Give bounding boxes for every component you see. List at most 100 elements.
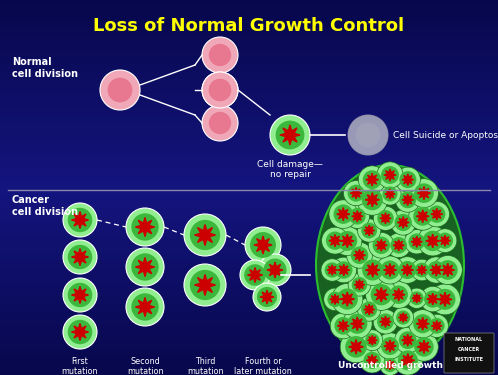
Circle shape [329, 200, 358, 228]
Circle shape [404, 230, 429, 254]
Polygon shape [354, 249, 366, 261]
Circle shape [414, 262, 429, 278]
Circle shape [395, 187, 420, 212]
Circle shape [131, 213, 159, 241]
Circle shape [377, 314, 394, 330]
Circle shape [386, 233, 411, 258]
Circle shape [347, 242, 373, 268]
Circle shape [428, 206, 445, 223]
Polygon shape [417, 265, 427, 275]
Circle shape [108, 78, 132, 102]
Circle shape [362, 330, 383, 351]
Circle shape [429, 284, 461, 315]
Polygon shape [438, 292, 452, 306]
Circle shape [399, 191, 416, 208]
Polygon shape [72, 211, 89, 228]
Polygon shape [367, 354, 378, 366]
Circle shape [394, 257, 421, 283]
Circle shape [424, 291, 441, 308]
Circle shape [361, 302, 377, 318]
Circle shape [359, 166, 386, 194]
Circle shape [399, 171, 416, 188]
Circle shape [244, 264, 266, 286]
Polygon shape [380, 316, 391, 327]
Circle shape [377, 162, 403, 188]
Circle shape [429, 318, 445, 334]
Circle shape [335, 261, 353, 279]
Polygon shape [412, 294, 421, 303]
Circle shape [395, 167, 420, 192]
Polygon shape [338, 264, 350, 276]
Circle shape [410, 291, 424, 305]
Polygon shape [431, 321, 442, 331]
Polygon shape [374, 288, 388, 302]
Polygon shape [329, 234, 341, 247]
Ellipse shape [316, 165, 464, 365]
Circle shape [365, 333, 379, 347]
Circle shape [100, 70, 140, 110]
Circle shape [357, 184, 388, 215]
Circle shape [409, 310, 437, 338]
Circle shape [347, 314, 368, 334]
Circle shape [240, 260, 270, 290]
Circle shape [63, 315, 97, 349]
Text: NATIONAL: NATIONAL [455, 337, 483, 342]
Polygon shape [366, 173, 378, 186]
Circle shape [409, 179, 438, 208]
Polygon shape [384, 340, 396, 352]
Circle shape [373, 309, 398, 334]
Circle shape [423, 257, 449, 283]
Circle shape [63, 240, 97, 274]
Circle shape [131, 293, 159, 321]
Polygon shape [280, 125, 300, 145]
Circle shape [356, 123, 380, 147]
Polygon shape [402, 174, 414, 185]
Circle shape [364, 352, 381, 369]
Circle shape [331, 257, 357, 283]
Circle shape [352, 277, 367, 292]
Circle shape [245, 227, 281, 263]
Polygon shape [340, 292, 355, 306]
Circle shape [348, 184, 365, 202]
Circle shape [394, 214, 412, 231]
Circle shape [396, 310, 410, 325]
Circle shape [379, 183, 401, 205]
Text: Normal
cell division: Normal cell division [12, 57, 78, 79]
Polygon shape [351, 317, 364, 330]
Circle shape [209, 79, 231, 101]
Circle shape [190, 270, 220, 300]
Circle shape [68, 245, 92, 269]
Polygon shape [431, 208, 443, 220]
Polygon shape [398, 313, 408, 322]
Polygon shape [393, 240, 404, 251]
Circle shape [362, 189, 383, 210]
Circle shape [363, 170, 381, 189]
Text: First
mutation: First mutation [62, 357, 98, 375]
Polygon shape [341, 234, 354, 248]
Circle shape [68, 208, 92, 232]
Polygon shape [365, 193, 379, 207]
Circle shape [390, 237, 407, 254]
Polygon shape [364, 304, 374, 315]
Polygon shape [440, 235, 450, 246]
Polygon shape [195, 225, 216, 246]
Polygon shape [416, 317, 429, 330]
Polygon shape [72, 286, 89, 303]
Text: Cell Suicide or Apoptosis: Cell Suicide or Apoptosis [393, 130, 498, 140]
Circle shape [68, 283, 92, 307]
Circle shape [437, 232, 453, 249]
Polygon shape [427, 293, 439, 305]
Polygon shape [248, 267, 262, 282]
Circle shape [427, 261, 445, 279]
Circle shape [373, 237, 390, 254]
Circle shape [250, 232, 276, 258]
Polygon shape [401, 354, 415, 367]
Polygon shape [392, 288, 405, 301]
Circle shape [202, 72, 238, 108]
Circle shape [202, 37, 238, 73]
Polygon shape [72, 249, 89, 266]
Text: Loss of Normal Growth Control: Loss of Normal Growth Control [94, 17, 404, 35]
Circle shape [190, 220, 220, 250]
Polygon shape [267, 262, 283, 278]
Circle shape [374, 206, 397, 230]
